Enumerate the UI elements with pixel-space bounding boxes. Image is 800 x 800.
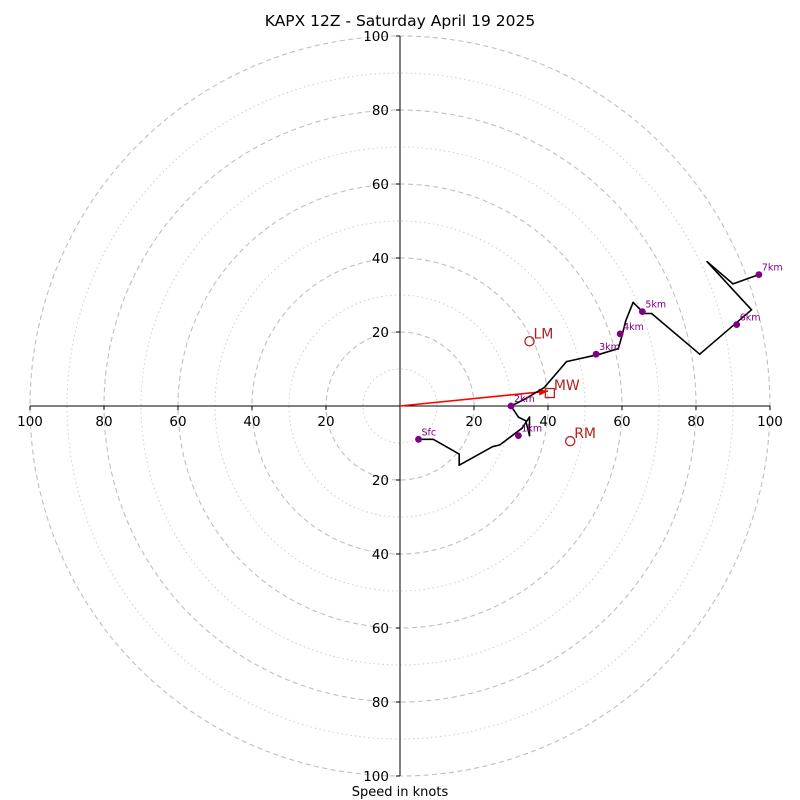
x-tick-label: 100	[17, 414, 43, 430]
hodograph-segment	[706, 260, 734, 285]
hodograph-segment	[524, 419, 531, 437]
x-tick-label: 20	[317, 414, 334, 430]
shear-vector-line	[399, 390, 549, 407]
mean-wind-marker	[544, 387, 555, 399]
y-tick-label: 60	[372, 621, 389, 637]
height-marker-point	[733, 321, 741, 328]
hodograph-segment	[650, 312, 701, 356]
hodograph-segment	[732, 273, 760, 285]
y-tick-label: 100	[363, 29, 389, 45]
chart-title: KAPX 12Z - Saturday April 19 2025	[265, 12, 535, 30]
x-tick-label: 40	[243, 414, 260, 430]
height-marker-label: 1km	[521, 424, 542, 435]
x-tick-label: 80	[687, 414, 704, 430]
height-marker-point	[415, 435, 422, 443]
x-axis-label: Speed in knots	[352, 785, 449, 800]
y-tick-label: 60	[372, 177, 389, 193]
hodograph-segment	[617, 334, 623, 350]
x-tick-label: 40	[539, 414, 556, 430]
storm-motion-marker	[524, 335, 535, 347]
hodograph-segment	[517, 416, 527, 422]
hodograph-segment	[543, 360, 568, 389]
x-tick-label: 20	[465, 414, 482, 430]
storm-motions: LM RM MW	[524, 326, 596, 447]
height-marker-label: 6km	[740, 313, 761, 324]
hodograph-segment	[432, 438, 461, 455]
height-marker-point	[515, 432, 522, 439]
x-tick-label: 60	[169, 414, 186, 430]
height-marker-point	[507, 402, 515, 410]
height-marker-point	[755, 271, 763, 279]
storm-motion-label: MW	[554, 378, 580, 394]
height-marker-point	[638, 308, 646, 316]
tick-labels: 100 80 60 40 20 20 40 60 80 100 100 80 60 40 20 20 40 60 8…	[17, 29, 783, 785]
x-tick-label: 60	[613, 414, 630, 430]
y-tick-label: 80	[372, 103, 389, 119]
height-marker-point	[592, 350, 600, 358]
height-marker-label: 5km	[645, 300, 666, 311]
hodograph-segment	[624, 301, 634, 322]
storm-motion-label: LM	[534, 326, 554, 342]
y-tick-label: 20	[372, 325, 389, 341]
hodograph-segment	[491, 444, 501, 448]
y-tick-label: 100	[363, 769, 389, 785]
hodograph-segment	[598, 347, 620, 356]
height-marker-label: Sfc	[422, 427, 437, 438]
y-tick-label: 40	[372, 547, 389, 563]
y-tick-label: 80	[372, 695, 389, 711]
y-tick-label: 40	[372, 251, 389, 267]
height-marker-label: 2km	[514, 394, 535, 405]
hodograph-segment	[524, 386, 546, 400]
storm-motion-label: RM	[574, 426, 596, 442]
hodograph-segment	[499, 427, 523, 446]
x-tick-label: 100	[757, 414, 783, 430]
y-tick-label: 20	[372, 473, 389, 489]
height-marker-label: 4km	[623, 322, 644, 333]
height-marker-label: 3km	[599, 342, 620, 353]
height-marker-point	[616, 330, 624, 338]
hodograph-segment	[698, 308, 753, 356]
hodograph-segment	[458, 445, 494, 467]
hodograph-trace	[417, 260, 760, 467]
hodograph-segment	[706, 260, 753, 311]
height-marker-label: 7km	[762, 263, 783, 274]
x-tick-label: 80	[95, 414, 112, 430]
storm-motion-marker	[564, 435, 576, 447]
